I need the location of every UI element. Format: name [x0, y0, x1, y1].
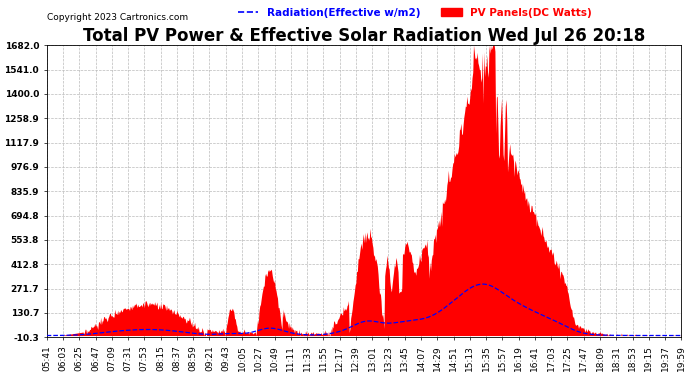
- Legend: Radiation(Effective w/m2), PV Panels(DC Watts): Radiation(Effective w/m2), PV Panels(DC …: [233, 4, 596, 22]
- Title: Total PV Power & Effective Solar Radiation Wed Jul 26 20:18: Total PV Power & Effective Solar Radiati…: [83, 27, 645, 45]
- Text: Copyright 2023 Cartronics.com: Copyright 2023 Cartronics.com: [47, 13, 188, 22]
